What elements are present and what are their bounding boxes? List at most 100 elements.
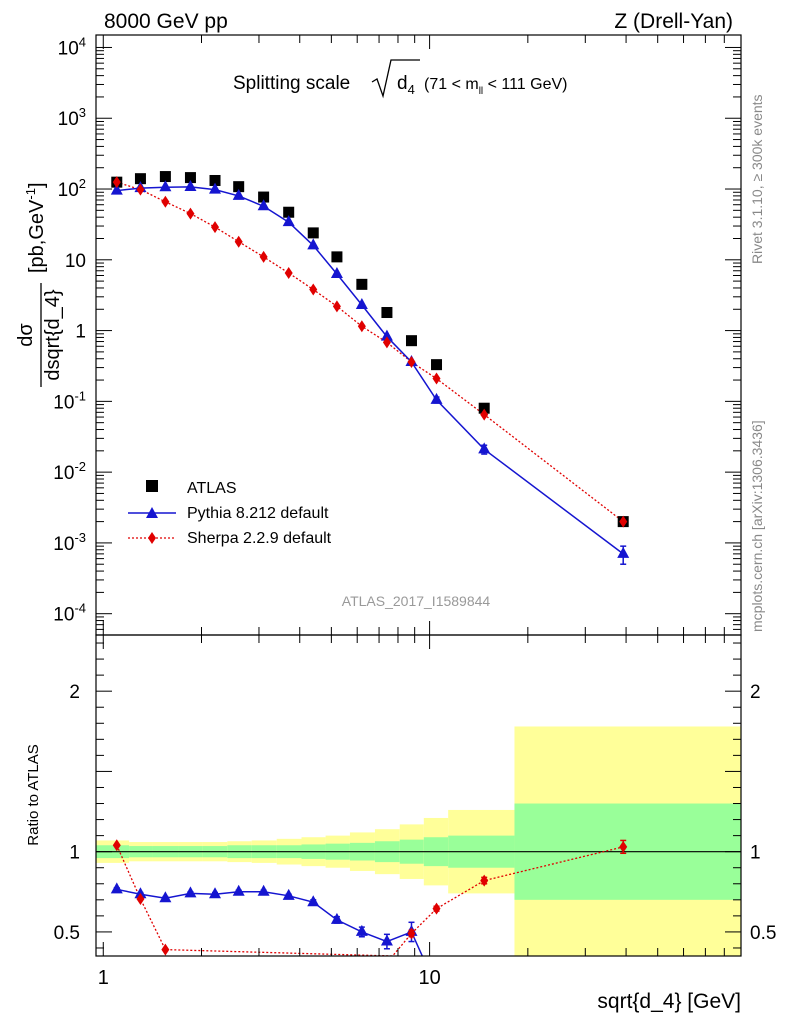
sherpa-point	[234, 235, 243, 248]
main-panel: 10-4 10-3 10-2 10-1 1 10 102 103 104 Splitting s…	[15, 34, 742, 636]
sherpa-point	[259, 250, 268, 263]
ratio-y-tick-label-right: 1	[750, 843, 761, 864]
sqrt-symbol	[371, 59, 420, 99]
pythia-point	[257, 199, 270, 211]
y-tick-label: 10	[65, 251, 86, 272]
x-tick-label: 1	[98, 967, 109, 989]
atlas-data-point	[405, 335, 417, 347]
y-tick-label: 102	[58, 176, 86, 201]
y-tick-label: 104	[58, 34, 86, 59]
pythia-point	[209, 182, 222, 194]
sherpa-point	[211, 221, 220, 234]
pythia-point	[184, 179, 197, 191]
atlas-data-point	[184, 172, 196, 184]
sherpa-point	[432, 372, 441, 385]
energy-label: 8000 GeV pp	[104, 10, 228, 33]
pythia-point	[478, 442, 491, 454]
pythia-point	[159, 180, 172, 192]
atlas-data-point	[258, 191, 270, 203]
sherpa-ratio-point	[407, 927, 416, 940]
atlas-data-point	[134, 173, 146, 185]
sherpa-point	[407, 355, 416, 368]
atlas-data-point	[381, 307, 393, 319]
sherpa-ratio-point	[112, 839, 121, 852]
pythia-ratio-line	[116, 888, 423, 956]
atlas-data-point	[159, 171, 171, 183]
pythia-point	[232, 188, 245, 200]
ratio-y-tick-label: 2	[69, 682, 80, 703]
atlas-data-point	[431, 359, 443, 371]
rivet-version-label: Rivet 3.1.10, ≥ 300k events	[749, 94, 765, 264]
atlas-data-point	[331, 251, 343, 263]
atlas-data-point	[209, 174, 221, 186]
y-tick-label: 103	[58, 105, 86, 130]
plot-title-symbol: d4	[397, 73, 415, 97]
sherpa-line	[116, 181, 624, 523]
pythia-ratio-point	[282, 888, 295, 900]
mcplots-label: mcplots.cern.ch [arXiv:1306.3436]	[749, 420, 765, 632]
legend-pythia-label: Pythia 8.212 default	[187, 505, 329, 522]
pythia-point	[330, 267, 343, 279]
legend-sherpa-label: Sherpa 2.2.9 default	[187, 530, 332, 547]
y-tick-label: 1	[75, 322, 86, 343]
ratio-panel-frame	[95, 634, 742, 957]
process-label: Z (Drell-Yan)	[614, 10, 733, 33]
sherpa-point	[619, 515, 628, 528]
pythia-ratio-point	[355, 924, 368, 936]
sherpa-ratio-point	[432, 902, 441, 915]
ratio-y-axis-label: Ratio to ATLAS	[25, 744, 42, 845]
ratio-panel: 1 10 0.5 0.5 1 1 2 2 Ratio to ATLAS	[25, 634, 776, 989]
pythia-point	[282, 215, 295, 227]
pythia-ratio-point	[232, 884, 245, 896]
y-tick-label: 10-1	[53, 388, 86, 413]
ratio-y-tick-label: 1	[69, 843, 80, 864]
atlas-data-point	[478, 402, 490, 414]
analysis-watermark: ATLAS_2017_I1589844	[342, 593, 491, 609]
y-tick-label: 10-3	[53, 530, 86, 555]
pythia-point	[380, 329, 393, 341]
plot-title-cut: (71 < mll < 111 GeV)	[424, 76, 567, 97]
sherpa-point	[136, 183, 145, 196]
sherpa-point	[284, 267, 293, 280]
sherpa-point	[357, 320, 366, 333]
atlas-data-point	[283, 206, 295, 218]
y-tick-label: 10-4	[53, 601, 86, 626]
pythia-ratio-point	[184, 886, 197, 898]
x-tick-label: 10	[418, 967, 440, 989]
pythia-ratio-point	[380, 934, 393, 946]
atlas-data-point	[307, 227, 319, 239]
y-label-units: [pb,GeV-1]	[23, 182, 48, 273]
plot-title: Splitting scale d4 (71 < mll < 111 GeV)	[233, 59, 567, 99]
sherpa-ratio-point	[619, 840, 628, 853]
y-label-numerator: dσ	[15, 323, 37, 347]
legend-pythia-marker	[146, 507, 158, 518]
sherpa-point	[112, 176, 121, 189]
sherpa-ratio-point	[480, 874, 489, 887]
sherpa-ratio-point	[161, 943, 170, 956]
pythia-point	[355, 297, 368, 309]
sherpa-point	[186, 207, 195, 220]
legend-atlas-label: ATLAS	[187, 480, 237, 497]
main-y-axis-label: dσ dsqrt{d_4} [pb,GeV-1]	[15, 182, 64, 387]
sherpa-point	[332, 300, 341, 313]
sherpa-point	[161, 195, 170, 208]
pythia-ratio-point	[209, 887, 222, 899]
main-plot-area	[110, 171, 630, 565]
pythia-ratio-point	[134, 887, 147, 899]
y-tick-label: 10-2	[53, 459, 86, 484]
sherpa-point	[309, 283, 318, 296]
ratio-y-tick-label-right: 0.5	[750, 923, 776, 944]
sherpa-ratio-line	[116, 845, 624, 956]
sherpa-point	[382, 336, 391, 349]
ratio-axis-ticks: 1 10 0.5 0.5 1 1 2 2	[54, 635, 776, 989]
sherpa-point	[480, 408, 489, 421]
legend: ATLAS Pythia 8.212 default Sherpa 2.2.9 …	[128, 480, 332, 547]
ratio-y-tick-label: 0.5	[54, 923, 80, 944]
pythia-point	[430, 392, 443, 404]
legend-sherpa-marker	[148, 532, 156, 544]
pythia-ratio-point	[307, 895, 320, 907]
pythia-line	[116, 186, 624, 555]
x-axis-label: sqrt{d_4} [GeV]	[597, 990, 741, 1013]
pythia-ratio-point	[257, 884, 270, 896]
